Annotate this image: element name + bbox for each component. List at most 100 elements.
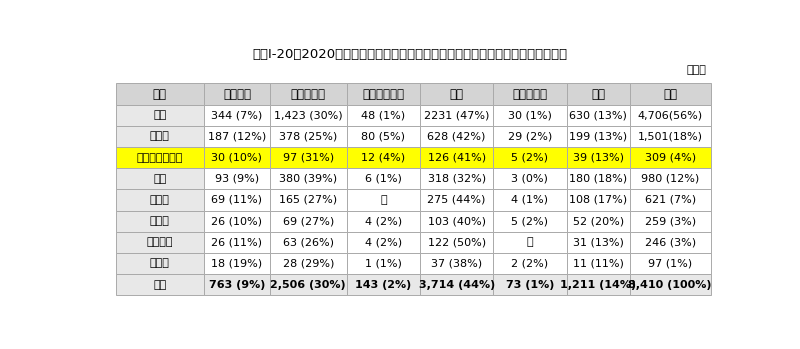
Text: 18 (19%): 18 (19%) xyxy=(211,259,262,268)
Text: 延期: 延期 xyxy=(450,88,464,101)
Text: 378 (25%): 378 (25%) xyxy=(279,131,338,141)
Text: オンライン: オンライン xyxy=(290,88,326,101)
Text: 30 (1%): 30 (1%) xyxy=(508,110,552,120)
Text: 4,706(56%): 4,706(56%) xyxy=(638,110,702,120)
Text: アジア: アジア xyxy=(150,131,170,141)
Bar xyxy=(204,190,270,210)
Bar xyxy=(420,232,494,253)
Text: －: － xyxy=(380,195,386,205)
Text: 143 (2%): 143 (2%) xyxy=(355,280,411,290)
Text: 165 (27%): 165 (27%) xyxy=(279,195,338,205)
Bar xyxy=(494,253,566,274)
Bar xyxy=(630,253,710,274)
Bar xyxy=(494,83,566,105)
Text: 6 (1%): 6 (1%) xyxy=(365,174,402,184)
Bar xyxy=(566,147,630,168)
Text: 1,211 (14%): 1,211 (14%) xyxy=(560,280,636,290)
Text: 大洋州: 大洋州 xyxy=(150,216,170,226)
Bar xyxy=(115,274,204,295)
Bar xyxy=(630,190,710,210)
Text: 5 (2%): 5 (2%) xyxy=(511,153,549,163)
Text: 97 (31%): 97 (31%) xyxy=(282,153,334,163)
Bar xyxy=(346,126,420,147)
Text: 180 (18%): 180 (18%) xyxy=(569,174,627,184)
Text: 8,410 (100%): 8,410 (100%) xyxy=(629,280,712,290)
Text: 中止: 中止 xyxy=(591,88,605,101)
Bar xyxy=(420,83,494,105)
Text: 97 (1%): 97 (1%) xyxy=(648,259,692,268)
Text: （うち、日本）: （うち、日本） xyxy=(137,153,183,163)
Text: 4 (2%): 4 (2%) xyxy=(365,237,402,247)
Bar xyxy=(420,126,494,147)
Bar xyxy=(630,210,710,232)
Text: 630 (13%): 630 (13%) xyxy=(569,110,627,120)
Text: －: － xyxy=(526,237,534,247)
Text: 2 (2%): 2 (2%) xyxy=(511,259,549,268)
Bar xyxy=(346,147,420,168)
Text: 3 (0%): 3 (0%) xyxy=(511,174,548,184)
Text: 29 (2%): 29 (2%) xyxy=(508,131,552,141)
Bar xyxy=(204,83,270,105)
Bar xyxy=(494,210,566,232)
Bar xyxy=(346,83,420,105)
Text: 39 (13%): 39 (13%) xyxy=(573,153,624,163)
Bar xyxy=(270,190,346,210)
Bar xyxy=(566,168,630,190)
Bar xyxy=(204,210,270,232)
Text: 1 (1%): 1 (1%) xyxy=(365,259,402,268)
Bar xyxy=(204,232,270,253)
Text: 52 (20%): 52 (20%) xyxy=(573,216,624,226)
Text: 73 (1%): 73 (1%) xyxy=(506,280,554,290)
Bar xyxy=(566,83,630,105)
Bar xyxy=(630,126,710,147)
Bar xyxy=(494,232,566,253)
Text: 4 (2%): 4 (2%) xyxy=(365,216,402,226)
Bar xyxy=(270,147,346,168)
Bar xyxy=(270,105,346,126)
Text: 48 (1%): 48 (1%) xyxy=(362,110,406,120)
Bar xyxy=(630,83,710,105)
Bar xyxy=(204,274,270,295)
Bar xyxy=(494,147,566,168)
Bar xyxy=(420,274,494,295)
Text: 628 (42%): 628 (42%) xyxy=(427,131,486,141)
Text: 103 (40%): 103 (40%) xyxy=(428,216,486,226)
Bar xyxy=(346,210,420,232)
Text: 欧州: 欧州 xyxy=(154,110,166,120)
Bar xyxy=(346,105,420,126)
Bar xyxy=(420,210,494,232)
Bar xyxy=(630,105,710,126)
Text: 中近東: 中近東 xyxy=(150,259,170,268)
Text: 4 (1%): 4 (1%) xyxy=(511,195,549,205)
Bar xyxy=(566,232,630,253)
Text: ハイブリッド: ハイブリッド xyxy=(362,88,405,101)
Bar xyxy=(115,190,204,210)
Text: 地域: 地域 xyxy=(153,88,167,101)
Bar xyxy=(420,190,494,210)
Bar xyxy=(566,210,630,232)
Text: 69 (27%): 69 (27%) xyxy=(282,216,334,226)
Text: 318 (32%): 318 (32%) xyxy=(427,174,486,184)
Bar xyxy=(115,126,204,147)
Bar xyxy=(494,126,566,147)
Text: 108 (17%): 108 (17%) xyxy=(569,195,627,205)
Bar xyxy=(270,210,346,232)
Text: 63 (26%): 63 (26%) xyxy=(282,237,334,247)
Text: 80 (5%): 80 (5%) xyxy=(362,131,406,141)
Text: 中南米: 中南米 xyxy=(150,195,170,205)
Bar xyxy=(630,168,710,190)
Text: 380 (39%): 380 (39%) xyxy=(279,174,338,184)
Bar xyxy=(566,105,630,126)
Text: 図表Ⅰ-20　2020年に開催が予定されていた国際会議の件数と開催状況（地域別）: 図表Ⅰ-20 2020年に開催が予定されていた国際会議の件数と開催状況（地域別） xyxy=(253,49,567,61)
Bar xyxy=(566,190,630,210)
Bar xyxy=(270,168,346,190)
Text: 1,423 (30%): 1,423 (30%) xyxy=(274,110,342,120)
Text: 621 (7%): 621 (7%) xyxy=(645,195,696,205)
Text: 344 (7%): 344 (7%) xyxy=(211,110,262,120)
Bar xyxy=(270,253,346,274)
Bar xyxy=(420,105,494,126)
Bar xyxy=(115,253,204,274)
Bar xyxy=(204,147,270,168)
Bar xyxy=(494,105,566,126)
Text: 合計: 合計 xyxy=(663,88,678,101)
